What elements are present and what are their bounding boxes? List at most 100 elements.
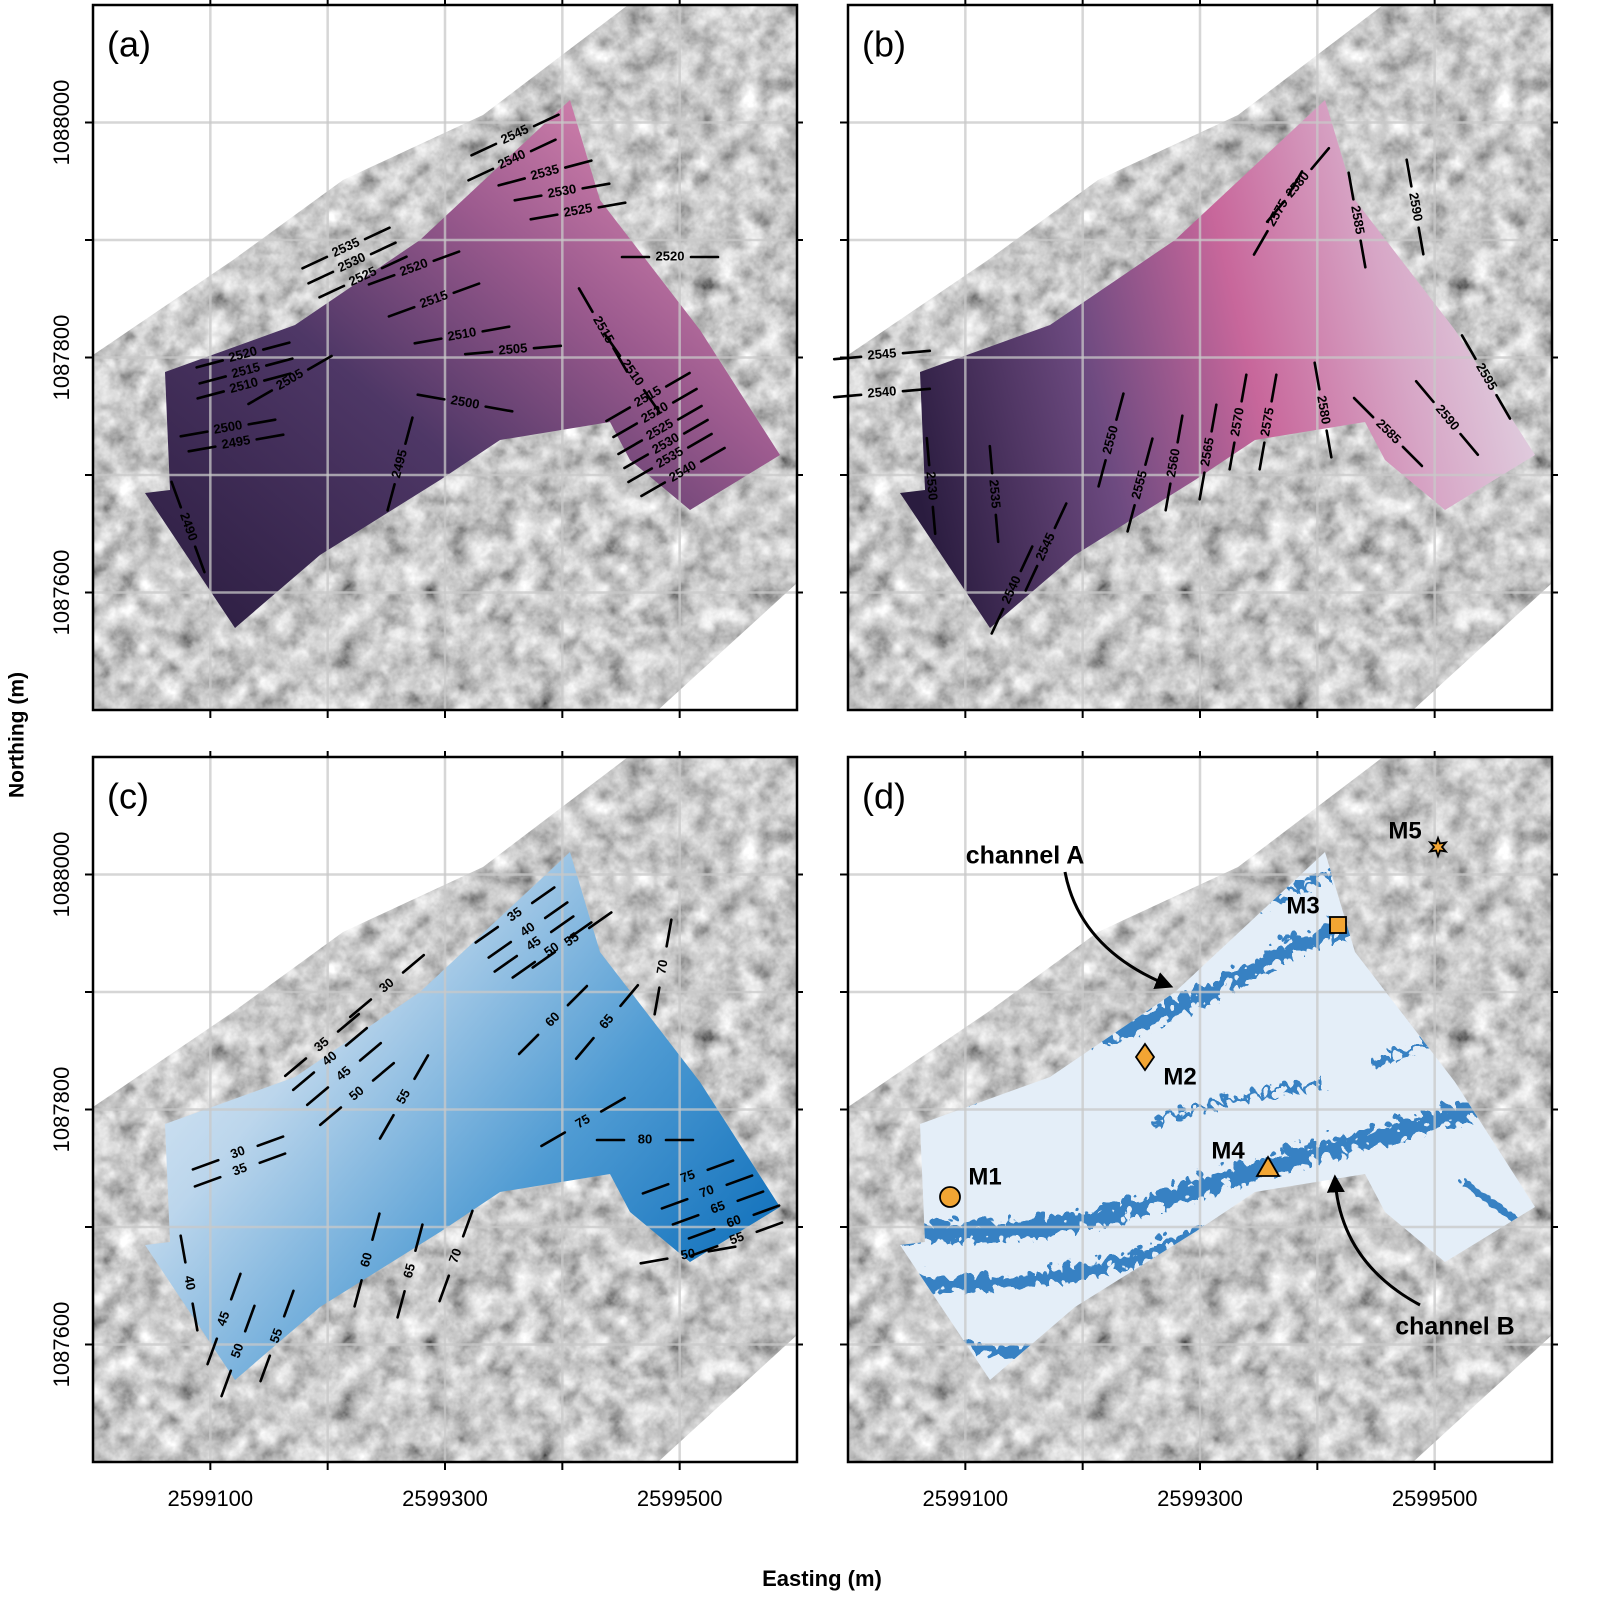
contour-label: 60 [724, 1211, 743, 1230]
contour-line [413, 337, 443, 345]
contour-line [531, 950, 557, 969]
contour-line [988, 444, 994, 475]
contour-label: 40 [181, 1274, 198, 1291]
contour-label: 2535 [529, 161, 561, 183]
contour-line [318, 1106, 343, 1127]
contour-line [369, 241, 397, 256]
contour-label: 65 [400, 1262, 418, 1280]
site-marker [1329, 916, 1347, 934]
contour-line [513, 194, 543, 202]
contour-line [371, 1061, 396, 1082]
site-label: M5 [1388, 817, 1421, 844]
contour-line [432, 250, 461, 263]
contour-label: 2515 [230, 359, 262, 381]
site-label: M4 [1211, 1137, 1245, 1164]
contour-line [597, 201, 627, 209]
contour-line [1417, 226, 1425, 256]
contour-line [1359, 239, 1367, 269]
contour-line [567, 921, 593, 940]
map-panel: channel A channel B M1 M2 M3 M4 M5 (d) 2599100 25… [840, 751, 1558, 1511]
contour-label: 2575 [1257, 406, 1277, 437]
contour-label: 75 [572, 1111, 592, 1131]
contour-line [247, 418, 277, 426]
contour-line [699, 446, 726, 463]
y-tick-label: 1087800 [49, 1067, 74, 1153]
contour-label: 2495 [220, 432, 251, 452]
site-label: M2 [1163, 1063, 1196, 1090]
contour-line [603, 332, 622, 358]
arrow [1326, 1174, 1421, 1307]
contour-label: 2550 [1099, 424, 1121, 456]
contour-line [671, 387, 698, 404]
contour-label: 60 [357, 1251, 375, 1269]
contour-label: 2500 [450, 392, 481, 412]
x-tick-label: 2599300 [1157, 1486, 1243, 1511]
contour-line [247, 389, 274, 406]
contour-line [707, 1245, 737, 1253]
contour-line [529, 213, 559, 221]
contour-line [282, 1289, 295, 1318]
site-label: M1 [968, 1163, 1001, 1190]
panel-label: (b) [862, 24, 906, 65]
contour-line [481, 325, 511, 333]
contour-label: 50 [541, 939, 561, 960]
contour-line [1459, 432, 1480, 457]
panel-frame [846, 755, 1554, 1464]
contour-line [1405, 158, 1413, 188]
contour-line [676, 404, 703, 421]
contour-label: 2570 [1227, 406, 1247, 437]
x-tick-label: 2599500 [637, 1486, 723, 1511]
contour-line [619, 983, 640, 1008]
site-marker [1427, 835, 1449, 859]
contour-line [627, 467, 654, 484]
contour-line [1198, 471, 1206, 501]
survey-surface [900, 852, 1535, 1380]
contour-label: 2535 [986, 479, 1003, 509]
contour-line [1210, 403, 1218, 433]
channel-streak [900, 1088, 1507, 1236]
panel-label: (a) [107, 24, 151, 65]
contour-line [540, 1131, 567, 1148]
contour-label: 2555 [1128, 469, 1150, 501]
contour-line [470, 142, 498, 157]
contour-line [493, 954, 519, 973]
y-tick-label: 1087600 [49, 1302, 74, 1388]
contour-label: 2530 [923, 471, 940, 501]
contour-line [484, 405, 514, 413]
contour-line [413, 1054, 430, 1081]
contour-line [256, 1135, 285, 1148]
contour-line [307, 270, 335, 285]
contour-line [532, 344, 563, 350]
contour-line [574, 1036, 595, 1061]
contour-line [690, 1244, 719, 1257]
contour-label: 55 [561, 929, 581, 950]
contour-line [179, 430, 209, 438]
contour-label: 2590 [1406, 191, 1426, 222]
contour-line [1325, 429, 1333, 459]
contour-line [1228, 441, 1236, 471]
contour-line [301, 255, 329, 270]
contour-line [255, 433, 285, 441]
contour-line [530, 886, 556, 905]
contour-label: 2510 [228, 374, 260, 396]
site-label: M3 [1286, 892, 1319, 919]
site-marker [1255, 1155, 1281, 1177]
contour-line [348, 998, 373, 1019]
contour-line [243, 1304, 256, 1333]
x-axis-title: Easting (m) [762, 1566, 882, 1591]
contour-line [1176, 414, 1184, 444]
contour-label: 80 [638, 1131, 652, 1146]
contour-label: 2525 [562, 200, 593, 220]
contour-line [1024, 564, 1039, 592]
contour-line [687, 1227, 716, 1240]
contour-line [901, 387, 932, 393]
contour-line [563, 159, 593, 169]
contour-line [258, 1152, 287, 1165]
survey-surface [145, 852, 780, 1380]
contour-line [416, 393, 446, 401]
contour-line [452, 282, 481, 295]
contour-line [305, 1086, 330, 1107]
